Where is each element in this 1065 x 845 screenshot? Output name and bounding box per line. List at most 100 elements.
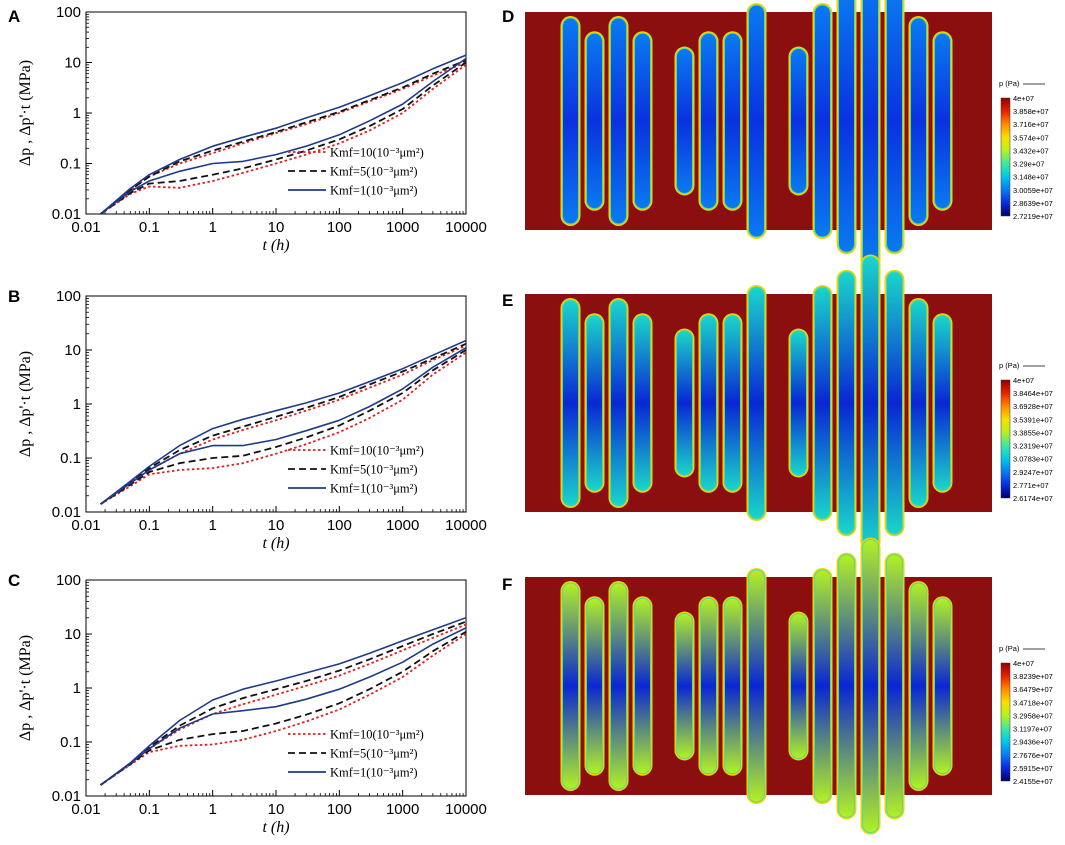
x-tick-label: 1000 [386, 219, 419, 236]
x-tick-label: 0.1 [139, 801, 160, 818]
x-axis-label: t (h) [262, 535, 289, 552]
y-tick-label: 1 [73, 680, 81, 697]
panel-letter: B [8, 287, 20, 306]
x-tick-label: 10 [268, 517, 285, 534]
y-tick-label: 0.01 [52, 504, 81, 521]
fracture [677, 614, 692, 758]
line-chart-B: B 0.01 0.1 1 10 100 1000 10000 0.01 0.1 1 10 100 t (h… [8, 287, 487, 552]
y-tick-label: 0.1 [60, 156, 81, 173]
fracture [701, 315, 716, 491]
y-tick-label: 10 [64, 55, 81, 72]
fracture [791, 331, 806, 475]
panel-letter: F [502, 575, 512, 594]
colorbar-label: 2.7219e+07 [1013, 212, 1053, 221]
x-tick-label: 10000 [445, 219, 487, 236]
series-line-pressure [100, 620, 466, 786]
y-tick-label: 10 [64, 626, 81, 643]
fracture [701, 598, 716, 774]
series-line-pressure [100, 54, 466, 214]
colorbar-label: 2.8639e+07 [1013, 199, 1053, 208]
colorbar-title: p (Pa) [999, 361, 1020, 370]
colorbar-label: 3.432e+07 [1013, 146, 1049, 155]
x-tick-label: 0.01 [71, 801, 100, 818]
fracture [935, 315, 950, 491]
x-tick-label: 10 [268, 801, 285, 818]
series-line-derivative [100, 633, 466, 786]
colorbar-label: 2.9247e+07 [1013, 468, 1053, 477]
fracture [749, 5, 764, 237]
series-line-pressure [100, 616, 466, 786]
colorbar-label: 3.858e+07 [1013, 107, 1049, 116]
x-tick-label: 10000 [445, 517, 487, 534]
colorbar-label: 3.4718e+07 [1013, 698, 1053, 707]
fracture [935, 33, 950, 209]
colorbar-label: 3.6479e+07 [1013, 685, 1053, 694]
colorbar-label: 3.6928e+07 [1013, 402, 1053, 411]
y-tick-label: 100 [56, 4, 81, 21]
x-tick-label: 10000 [445, 801, 487, 818]
colorbar-label: 3.29e+07 [1013, 160, 1045, 169]
x-tick-label: 0.1 [139, 517, 160, 534]
fracture [863, 256, 878, 550]
fracture [677, 49, 692, 193]
fracture [839, 0, 854, 252]
legend-label: Kmf=10(10⁻³μm²) [330, 728, 424, 742]
colorbar-title: p (Pa) [999, 79, 1020, 88]
series-line-pressure [100, 59, 466, 214]
y-tick-label: 1 [73, 396, 81, 413]
x-tick-label: 0.01 [71, 517, 100, 534]
x-tick-label: 1000 [386, 801, 419, 818]
series-line-derivative [100, 347, 466, 505]
fracture [611, 300, 626, 506]
legend-label: Kmf=5(10⁻³μm²) [330, 747, 418, 761]
y-tick-label: 10 [64, 342, 81, 359]
fracture [863, 0, 878, 268]
plot-frame [85, 579, 467, 797]
colorbar-label: 4e+07 [1013, 94, 1034, 103]
legend-label: Kmf=5(10⁻³μm²) [330, 165, 418, 179]
fracture [839, 555, 854, 817]
fracture [563, 583, 578, 789]
series-group [100, 54, 466, 214]
fracture [563, 18, 578, 224]
colorbar-scale [1000, 379, 1011, 499]
colorbar-label: 2.4155e+07 [1013, 777, 1053, 786]
heatmap-F: Fp (Pa) 4e+07 3.8239e+07 3.6479e+07 3.4718e+… [502, 537, 1053, 835]
panel-letter: D [502, 7, 514, 26]
y-axis-label: Δp , Δp'·t (MPa) [17, 635, 34, 741]
heatmap-E: Ep (Pa) 4e+07 3.8464e+07 3.6928e+07 3.5391e+… [502, 254, 1053, 552]
fracture [791, 49, 806, 193]
x-tick-label: 10 [268, 219, 285, 236]
fracture [725, 315, 740, 491]
fracture [635, 33, 650, 209]
colorbar-label: 2.771e+07 [1013, 481, 1049, 490]
colorbar-label: 3.716e+07 [1013, 120, 1049, 129]
colorbar-label: 3.0059e+07 [1013, 186, 1053, 195]
series-group [100, 616, 466, 786]
panel-letter: A [8, 7, 20, 26]
colorbar-label: 2.7676e+07 [1013, 751, 1053, 760]
fracture [911, 583, 926, 789]
series-line-derivative [100, 627, 466, 786]
series-line-derivative [100, 64, 466, 214]
colorbar: p (Pa) 4e+07 3.8239e+07 3.6479e+07 3.4718e+0… [999, 644, 1053, 786]
fracture [863, 539, 878, 833]
fracture [587, 598, 602, 774]
colorbar-scale [1000, 662, 1011, 782]
y-axis-label: Δp , Δp'·t (MPa) [17, 351, 34, 457]
x-axis-label: t (h) [262, 237, 289, 254]
colorbar-title: p (Pa) [999, 644, 1020, 653]
x-tick-label: 0.01 [71, 219, 100, 236]
x-tick-label: 0.1 [139, 219, 160, 236]
x-axis-label: t (h) [262, 819, 289, 836]
colorbar-scale [1000, 97, 1011, 217]
series-line-derivative [100, 349, 466, 505]
colorbar-label: 3.0783e+07 [1013, 455, 1053, 464]
series-line-derivative [100, 61, 466, 214]
fracture [635, 598, 650, 774]
y-tick-label: 0.01 [52, 788, 81, 805]
legend-label: Kmf=1(10⁻³μm²) [330, 184, 418, 198]
colorbar-label: 3.148e+07 [1013, 173, 1049, 182]
fracture [611, 583, 626, 789]
colorbar-label: 2.6174e+07 [1013, 494, 1053, 503]
